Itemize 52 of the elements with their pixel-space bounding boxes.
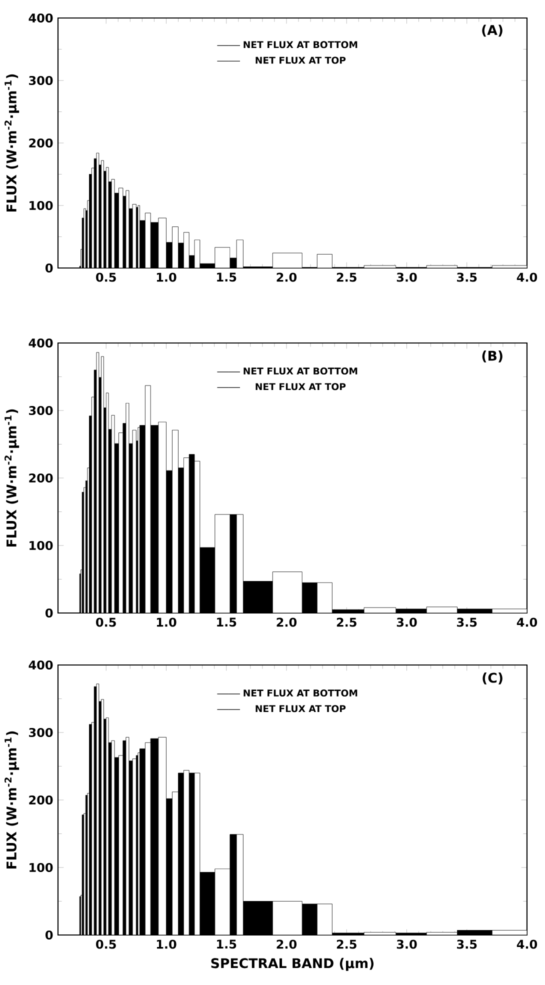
y-tick-label: 300 (29, 406, 53, 416)
x-tick-label: 0.5 (96, 940, 116, 949)
legend-label: NET FLUX AT TOP (256, 56, 346, 64)
x-tick-label: 1.5 (217, 940, 236, 949)
x-tick-label: 2.0 (276, 272, 297, 282)
legend-label: NET FLUX AT TOP (256, 705, 346, 712)
y-tick-label: 100 (30, 540, 53, 550)
x-axis-title: SPECTRAL BAND (µm) (211, 958, 374, 971)
y-tick-label: 100 (30, 200, 53, 210)
y-axis-title: FLUX (W·m$^{-2}$·µm$^{-1}$) (4, 74, 20, 212)
y-tick-label: 0 (46, 608, 53, 618)
y-tick-label: 200 (29, 473, 53, 483)
y-tick-label: 400 (28, 338, 53, 348)
x-tick-label: 1.5 (217, 272, 236, 282)
x-tick-label: 2.5 (336, 940, 356, 949)
x-tick-label: 3.0 (396, 618, 417, 627)
x-tick-label: 1.0 (156, 940, 176, 949)
y-tick-label: 0 (46, 263, 53, 273)
y-tick-label: 300 (29, 76, 53, 86)
x-tick-label: 3.5 (457, 272, 477, 282)
text: (C) (482, 672, 502, 684)
x-tick-label: 1.5 (217, 618, 236, 627)
x-tick-label: 4.0 (516, 272, 538, 282)
x-tick-label: 4.0 (516, 618, 538, 627)
legend-label: NET FLUX AT BOTTOM (244, 368, 358, 375)
y-tick-label: 200 (29, 795, 53, 805)
x-tick-label: 4.0 (516, 940, 538, 949)
x-tick-label: 0.5 (96, 618, 116, 627)
x-tick-label: 2.0 (276, 940, 297, 949)
y-tick-label: 200 (29, 138, 53, 148)
y-tick-label: 100 (30, 862, 53, 872)
x-tick-label: 1.0 (156, 618, 176, 627)
legend-label: NET FLUX AT BOTTOM (244, 690, 358, 697)
y-tick-label: 400 (28, 13, 53, 23)
x-tick-label: 2.5 (336, 618, 356, 627)
y-axis-title: FLUX (W·m$^{-2}$·µm$^{-1}$) (4, 731, 20, 869)
x-tick-label: 2.0 (276, 618, 297, 627)
y-tick-label: 300 (29, 728, 53, 738)
x-tick-label: 3.5 (457, 618, 477, 627)
x-tick-label: 3.0 (396, 940, 417, 949)
text: (B) (482, 350, 502, 362)
y-axis-title: FLUX (W·m$^{-2}$·µm$^{-1}$) (4, 409, 20, 547)
x-tick-label: 1.0 (156, 272, 176, 282)
x-tick-label: 3.0 (396, 272, 417, 282)
y-tick-label: 0 (46, 930, 53, 940)
legend-label: NET FLUX AT TOP (256, 383, 346, 390)
x-tick-label: 2.5 (336, 272, 356, 282)
y-tick-label: 400 (28, 660, 53, 670)
x-tick-label: 3.5 (457, 940, 477, 949)
chart-title: (A) (482, 24, 502, 37)
x-tick-label: 0.5 (96, 272, 116, 282)
legend-label: NET FLUX AT BOTTOM (244, 41, 358, 48)
